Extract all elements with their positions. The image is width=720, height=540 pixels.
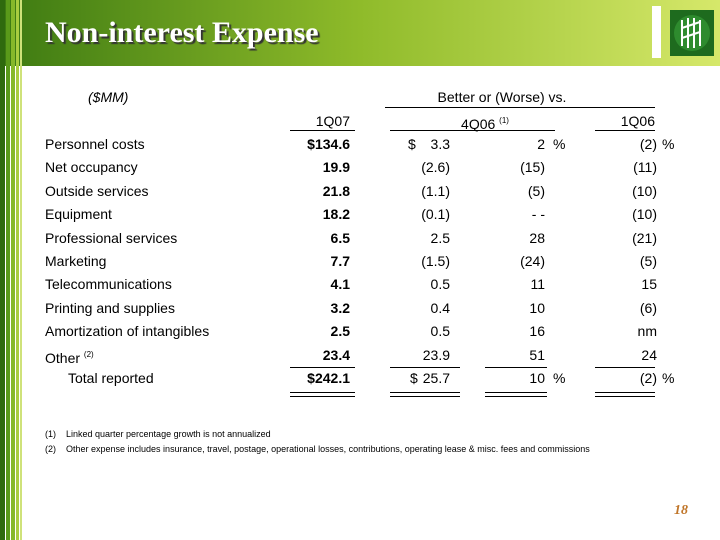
column-header: 4Q06 (1) (461, 116, 509, 132)
unit-label: ($MM) (88, 89, 129, 105)
cell-4q06-change: (1.5) (421, 253, 450, 269)
cell-4q06-change: 2.5 (430, 229, 450, 246)
cell-4q06-pct: 16 (529, 323, 545, 340)
rule (390, 130, 555, 131)
cell-1q07: 18.2 (322, 206, 350, 223)
row-label: Printing and supplies (45, 299, 175, 316)
cell-4q06-change: (0.1) (421, 206, 450, 223)
cell-4q06-change: 0.5 (430, 323, 450, 340)
row-label: Marketing (45, 253, 107, 269)
cell-4q06-pct: (5) (527, 182, 545, 199)
row-label: Outside services (45, 182, 149, 199)
row-label: Other (2) (45, 349, 94, 366)
rule (390, 392, 460, 393)
cell-1q07: 3.2 (330, 299, 350, 316)
cell-1q07: $134.6 (307, 136, 350, 152)
footnote-marker: (2) (45, 444, 56, 454)
currency: $ (408, 136, 416, 152)
cell-1q06-pct: (10) (632, 206, 657, 223)
cell-4q06-change: 0.4 (430, 299, 450, 316)
row-label: Personnel costs (45, 136, 145, 152)
cell-1q06-pct: (2) (639, 370, 657, 386)
currency: $ (410, 370, 418, 386)
footnote-text: Other expense includes insurance, travel… (66, 444, 590, 454)
cell-1q06-pct: (21) (632, 229, 657, 246)
cell-1q07: $242.1 (307, 370, 350, 386)
cell-4q06-change: 3.3 (430, 136, 450, 152)
rule (390, 396, 460, 397)
rule (290, 396, 355, 397)
cell-1q07: 7.7 (330, 253, 350, 269)
cell-4q06-pct: 28 (529, 229, 545, 246)
row-label: Telecommunications (45, 276, 172, 293)
row-label: Equipment (45, 206, 112, 223)
cell-1q07: 4.1 (330, 276, 350, 293)
cell-4q06-pct: 2 (537, 136, 545, 152)
note-ref: (1) (499, 116, 509, 125)
unit: % (662, 370, 675, 386)
cell-1q06-pct: 15 (641, 276, 657, 293)
row-label: Amortization of intangibles (45, 323, 210, 340)
column-header: 1Q06 (620, 113, 655, 129)
cell-4q06-pct: 11 (530, 276, 545, 293)
cell-1q06-pct: (5) (639, 253, 657, 269)
unit: % (553, 370, 566, 386)
cell-4q06-pct: (24) (520, 253, 545, 269)
cell-4q06-pct: 10 (529, 299, 545, 316)
cell-4q06-change: 23.9 (422, 346, 450, 363)
cell-1q06-pct: nm (637, 323, 657, 340)
cell-4q06-change: 25.7 (422, 370, 450, 386)
page-number: 18 (674, 503, 688, 518)
rule (390, 366, 460, 368)
footnote-text: Linked quarter percentage growth is not … (66, 429, 271, 439)
cell-1q07: 21.8 (322, 182, 350, 199)
unit: % (553, 136, 566, 152)
rule (595, 392, 655, 393)
cell-4q06-change: (1.1) (421, 182, 450, 199)
row-label: Total reported (68, 370, 154, 386)
group-header: Better or (Worse) vs. (437, 89, 567, 105)
note-ref: (2) (83, 349, 94, 359)
rule (485, 396, 547, 397)
cell-1q07: 23.4 (322, 346, 350, 363)
cell-4q06-pct: 51 (529, 346, 545, 363)
cell-1q06-pct: (2) (639, 136, 657, 152)
row-label: Professional services (45, 229, 178, 246)
cell-1q07: 19.9 (322, 159, 350, 176)
unit: % (662, 136, 675, 152)
cell-1q06-pct: (10) (632, 182, 657, 199)
rule (290, 392, 355, 393)
rule (595, 396, 655, 397)
cell-4q06-change: 0.5 (430, 276, 450, 293)
cell-4q06-pct: - - (531, 206, 545, 223)
cell-1q06-pct: 24 (641, 346, 657, 363)
rule (485, 366, 547, 368)
column-header: 1Q07 (315, 113, 350, 129)
cell-4q06-pct: (15) (520, 159, 545, 176)
row-label: Net occupancy (45, 159, 138, 176)
cell-1q06-pct: (6) (639, 299, 657, 316)
rule (385, 107, 655, 108)
cell-1q07: 6.5 (330, 229, 350, 246)
rule (595, 366, 655, 368)
footnote-marker: (1) (45, 429, 56, 439)
rule (290, 366, 355, 368)
cell-1q06-pct: (11) (633, 159, 657, 176)
rule (595, 130, 655, 131)
slide-title: Non-interest Expense (45, 16, 319, 49)
rule (485, 392, 547, 393)
cell-4q06-pct: 10 (529, 370, 545, 386)
cell-4q06-change: (2.6) (421, 159, 450, 176)
rule (290, 130, 355, 131)
cell-1q07: 2.5 (330, 323, 350, 340)
